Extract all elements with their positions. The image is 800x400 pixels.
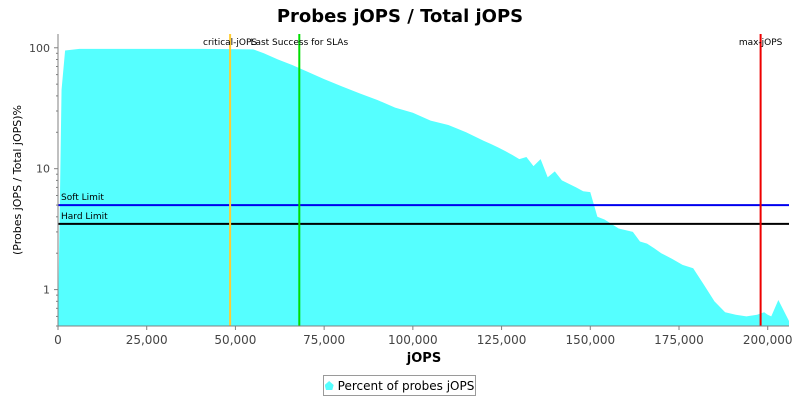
x-tick-label: 100,000 — [388, 333, 438, 347]
x-tick-label: 150,000 — [565, 333, 615, 347]
y-axis-label: (Probes jOPS / Total jOPS)% — [11, 105, 24, 255]
x-tick-label: 200,000 — [743, 333, 793, 347]
v-marker-label-1: Last Success for SLAs — [250, 38, 348, 48]
x-tick-label: 175,000 — [654, 333, 704, 347]
chart-title: Probes jOPS / Total jOPS — [277, 6, 523, 27]
series-area-0 — [58, 48, 789, 327]
x-tick-label: 25,000 — [126, 333, 168, 347]
v-marker-label-0: critical-jOPS — [203, 38, 257, 48]
x-tick-label: 75,000 — [303, 333, 345, 347]
legend-swatch — [324, 381, 334, 390]
y-tick-label: 1 — [43, 284, 50, 297]
legend-label: Percent of probes jOPS — [337, 378, 475, 393]
x-axis-label: jOPS — [406, 351, 441, 366]
v-marker-label-2: max-jOPS — [739, 38, 783, 48]
y-tick-label: 10 — [36, 163, 50, 176]
x-tick-label: 125,000 — [477, 333, 527, 347]
h-marker-label-1: Hard Limit — [61, 212, 108, 222]
y-tick-label: 100 — [29, 42, 50, 55]
legend: Percent of probes jOPS — [323, 375, 476, 396]
h-marker-label-0: Soft Limit — [61, 193, 104, 203]
x-tick-label: 0 — [54, 333, 62, 347]
x-tick-label: 50,000 — [214, 333, 256, 347]
